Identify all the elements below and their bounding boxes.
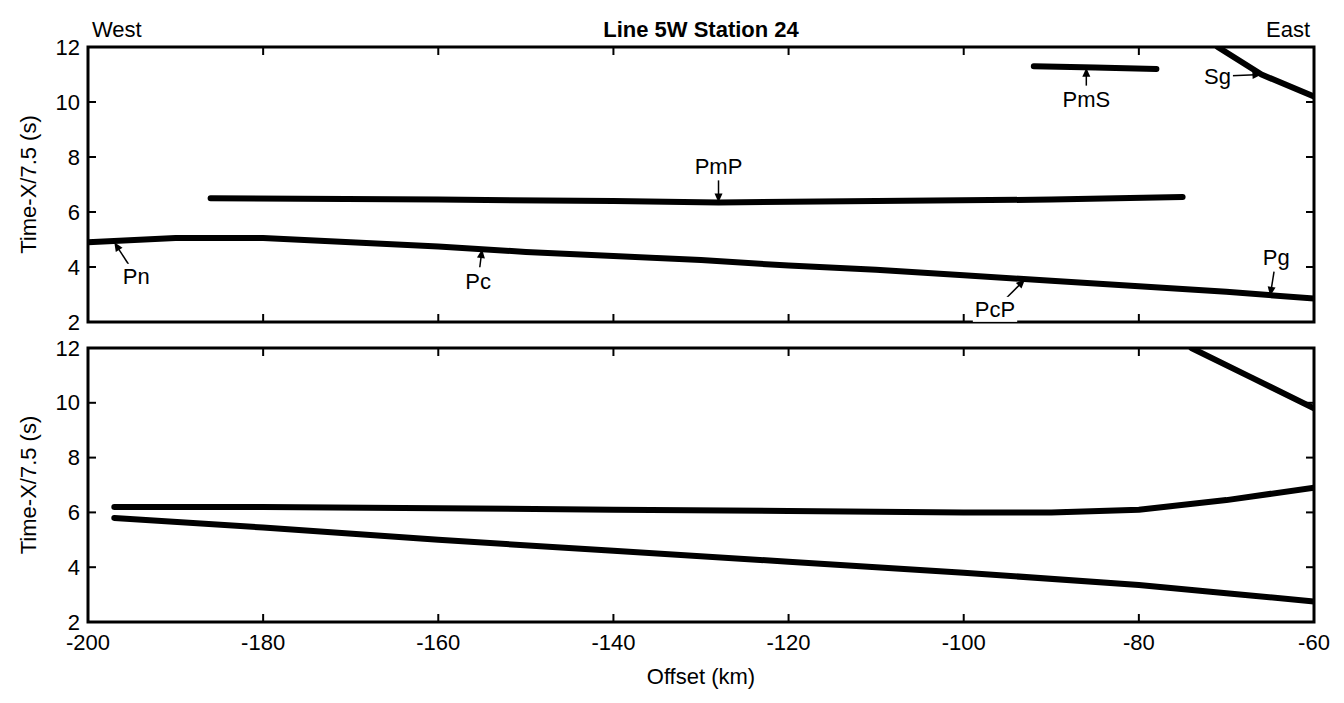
label-patch [1060, 87, 1112, 112]
y-tick-label: 4 [68, 555, 80, 580]
y-tick-label: 10 [56, 390, 80, 415]
y-tick-label: 10 [56, 90, 80, 115]
phase-label: PcP [975, 297, 1015, 322]
x-tick-label: -60 [1298, 630, 1330, 655]
panel: 2 4 6 8 10 12 Time-X/7.5 (s) Line 5W Station 24… [16, 17, 1315, 335]
series-group [88, 47, 1314, 299]
phase-curve [1034, 66, 1157, 69]
label-patch [463, 269, 493, 294]
x-tick-label: -160 [416, 630, 460, 655]
phase-curve [114, 518, 1314, 602]
phase-curve [88, 238, 1314, 299]
x-tick-label: -140 [591, 630, 635, 655]
phase-label: Pg [1263, 245, 1290, 270]
annotation-arrowhead [114, 242, 122, 252]
phase-label: Pn [123, 264, 150, 289]
y-tick-label: 2 [68, 310, 80, 335]
y-axis-title: Time-X/7.5 (s) [16, 115, 41, 254]
phase-label: Pc [465, 269, 491, 294]
annotation-arrowhead [1252, 71, 1261, 79]
plot-frame [88, 348, 1314, 622]
y-tick-label: 12 [56, 35, 80, 60]
phase-curve [211, 197, 1183, 203]
direction-label: East [1266, 17, 1310, 42]
phase-label: Sg [1204, 64, 1231, 89]
phase-curve [1191, 348, 1314, 408]
panel: -200-180-160-140-120-100-80-6024681012Ti… [16, 336, 1330, 690]
direction-label: West [92, 17, 142, 42]
label-patch [973, 297, 1017, 322]
y-tick-label: 8 [68, 445, 80, 470]
annotation-arrow [1231, 75, 1255, 76]
annotation-arrow [118, 247, 129, 264]
label-patch [121, 264, 152, 289]
series-group [114, 348, 1314, 602]
phase-label: PmS [1062, 87, 1110, 112]
y-axis-title: Time-X/7.5 (s) [16, 416, 41, 555]
annotations: Pn Pc PmP PcP Pg PmS Sg [114, 64, 1291, 322]
annotation-arrowhead [715, 193, 723, 202]
x-tick-label: -180 [241, 630, 285, 655]
y-tick-label: 4 [68, 255, 80, 280]
x-tick-label: -80 [1123, 630, 1155, 655]
label-patch [693, 154, 745, 179]
y-tick-label: 6 [68, 200, 80, 225]
y-tick-label: 6 [68, 500, 80, 525]
y-tick-label: 12 [56, 336, 80, 361]
phase-label: PmP [695, 154, 743, 179]
annotation-arrowhead [477, 249, 485, 258]
figure: 2 4 6 8 10 12 Time-X/7.5 (s) Line 5W Station 24… [0, 0, 1344, 703]
plot-frame [88, 47, 1314, 322]
y-tick-label: 8 [68, 145, 80, 170]
label-patch [1202, 64, 1233, 89]
annotation-arrowhead [1082, 68, 1090, 77]
annotation-arrowhead [1268, 286, 1276, 296]
title: Line 5W Station 24 [603, 17, 799, 42]
label-patch [1261, 245, 1292, 270]
x-axis-title: Offset (km) [647, 664, 755, 689]
x-tick-label: -120 [767, 630, 811, 655]
y-tick-label: 2 [68, 610, 80, 635]
x-tick-label: -100 [942, 630, 986, 655]
phase-curve [114, 488, 1314, 513]
annotation-arrowhead [1016, 279, 1025, 288]
